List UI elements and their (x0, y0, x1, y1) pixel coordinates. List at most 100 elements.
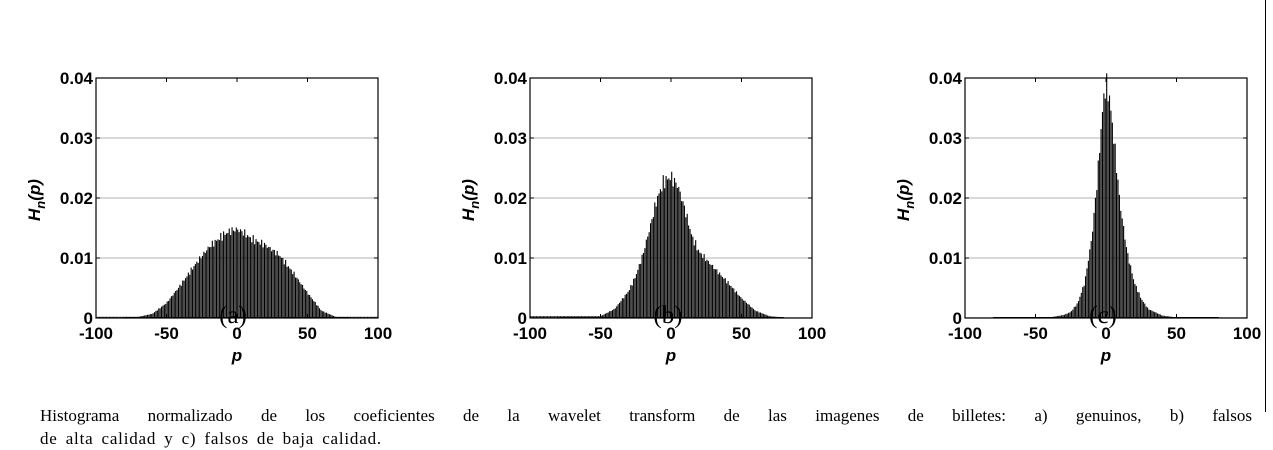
histogram-bar (228, 228, 230, 318)
x-tick-label: -50 (1023, 324, 1048, 343)
histogram-bar (548, 316, 550, 318)
panel-label-a: (a) (219, 302, 247, 329)
histogram-bar (768, 315, 770, 318)
histogram-bar (199, 256, 201, 318)
histogram-bar (1118, 194, 1120, 318)
histogram-bar (309, 294, 311, 318)
histogram-bar (614, 308, 616, 318)
x-tick-label: 0 (232, 324, 241, 343)
histogram-bar (665, 176, 667, 318)
histogram-bar (269, 247, 271, 318)
histogram-bar (258, 241, 260, 318)
histogram-bar (1107, 101, 1109, 318)
histogram-bar (1149, 310, 1151, 318)
histogram-bar (1152, 311, 1154, 318)
histogram-bar (721, 277, 724, 318)
histogram-bar (1085, 276, 1087, 318)
histogram-bar (232, 230, 235, 318)
histogram-bar (262, 247, 264, 318)
x-tick-label: 100 (364, 324, 392, 343)
histogram-bar (187, 272, 189, 318)
histogram-bar (217, 239, 219, 318)
histogram-bar (320, 309, 322, 318)
histogram-bar (647, 236, 649, 318)
histogram-bar (702, 258, 704, 318)
histogram-bar (681, 201, 683, 318)
histogram-bar (654, 202, 656, 318)
histogram-bar (254, 244, 256, 318)
histogram-bar (1141, 299, 1143, 318)
histogram-bar (623, 298, 625, 318)
histogram-bar (733, 288, 735, 318)
histogram-bar (275, 255, 277, 318)
histogram-bar (376, 316, 378, 318)
histogram-bar (709, 264, 711, 318)
histogram-bar (1132, 279, 1135, 318)
histogram-bar (245, 237, 247, 318)
histogram-bar (197, 262, 199, 318)
histogram-bar (637, 269, 639, 318)
histogram-bar (142, 315, 144, 318)
histogram-bar (693, 245, 695, 318)
histogram-bar (658, 193, 660, 318)
page-right-rule (1265, 0, 1266, 412)
histogram-bar (1123, 225, 1125, 318)
histogram-bar (278, 255, 280, 318)
histogram-bar (540, 316, 542, 318)
histogram-bar (634, 278, 636, 318)
histogram-bar (141, 315, 143, 318)
histogram-bar (723, 278, 725, 318)
histogram-bar (607, 312, 609, 318)
histogram-bar (1073, 306, 1075, 318)
histogram-bar (530, 316, 532, 318)
histogram-bar (685, 217, 687, 318)
histogram-bar (655, 206, 657, 318)
histogram-bar (1061, 315, 1063, 318)
histogram-bar (117, 316, 119, 318)
histogram-bar (300, 284, 302, 318)
histogram-bar (148, 314, 150, 318)
histogram-b: -100 -50 0 50 100 0 0.01 0.02 0.03 0.04 p Hn(p) (450, 60, 826, 365)
x-tick-label: -100 (79, 324, 113, 343)
histogram-bar (221, 240, 223, 318)
y-tick-label: 0.02 (929, 189, 962, 208)
histogram-bar (1148, 309, 1150, 318)
x-tick-label: 50 (732, 324, 751, 343)
histogram-svg: -100 -50 0 50 100 0 0.01 0.02 0.03 0.04 p Hn(p) (459, 69, 826, 365)
histogram-bar (1079, 296, 1081, 318)
histogram-bar (716, 269, 718, 318)
histogram-bar (657, 195, 659, 318)
x-tick-label: -50 (154, 324, 179, 343)
histogram-bar (313, 301, 315, 318)
histogram-bar (1151, 310, 1153, 318)
histogram-a: -100 -50 0 50 100 0 0.01 0.02 0.03 0.04 p Hn(p) (16, 60, 392, 365)
histogram-bar (538, 316, 540, 318)
histogram-bar (276, 250, 278, 318)
histogram-bar (720, 275, 722, 318)
x-tick-label: -100 (948, 324, 982, 343)
x-tick-label: 50 (298, 324, 317, 343)
histogram-bar (549, 316, 551, 318)
histogram-bar (364, 316, 366, 318)
histogram-bar (190, 267, 192, 318)
histogram-bar (537, 316, 539, 318)
histogram-bar (621, 298, 623, 318)
histogram-bar (273, 249, 275, 318)
x-tick-label: 100 (1233, 324, 1261, 343)
histogram-bar (545, 316, 547, 318)
histogram-bar (764, 314, 766, 318)
histogram-bar (296, 277, 298, 318)
histogram-bar (731, 287, 733, 318)
histogram-svg: -100 -50 0 50 100 0 0.01 0.02 0.03 0.04 p Hn(p) (894, 69, 1261, 365)
histogram-bar (741, 298, 743, 318)
histogram-bar (1070, 311, 1073, 318)
histogram-bar (306, 290, 308, 318)
histogram-bar (645, 239, 647, 318)
histogram-bar (652, 217, 654, 318)
histogram-bar (352, 316, 354, 318)
histogram-bar (707, 260, 709, 318)
histogram-bar (218, 240, 220, 318)
histogram-bar (1161, 315, 1163, 318)
histogram-bar (532, 316, 535, 318)
histogram-bar (292, 274, 294, 318)
